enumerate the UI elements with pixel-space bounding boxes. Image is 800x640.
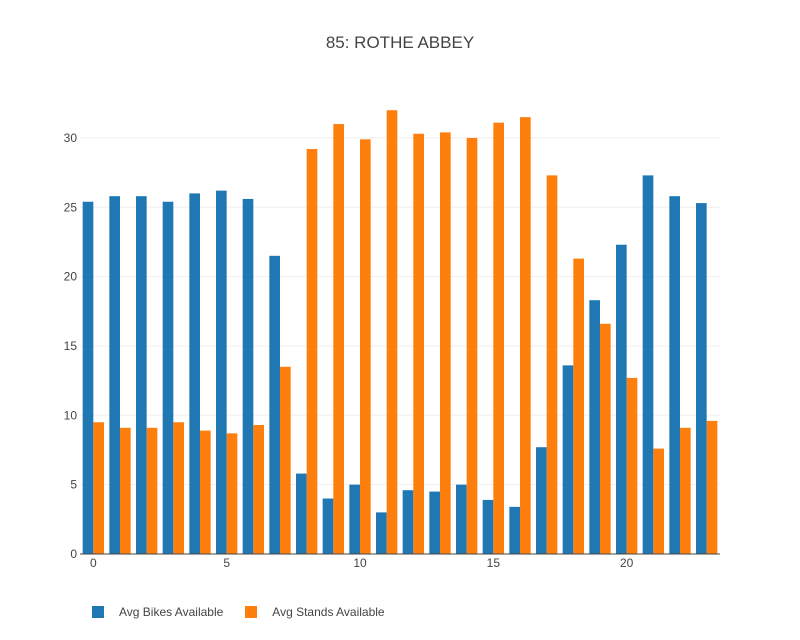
y-tick-label: 30 [64, 131, 78, 145]
x-tick-label: 20 [620, 556, 634, 570]
x-tick-label: 5 [223, 556, 230, 570]
bar-bikes[interactable] [429, 491, 440, 554]
bar-bikes[interactable] [136, 196, 147, 554]
legend-item-bikes[interactable]: Avg Bikes Available [92, 605, 223, 619]
axes: 0 5 10 15 20 25 30 0 5 10 15 20 [64, 131, 720, 570]
bar-bikes[interactable] [189, 193, 200, 554]
bar-bikes[interactable] [109, 196, 120, 554]
bar-stands[interactable] [386, 110, 398, 554]
legend-label-stands: Avg Stands Available [272, 605, 385, 619]
legend-swatch-stands [245, 606, 258, 618]
y-tick-label: 15 [64, 339, 78, 353]
bar-stands[interactable] [146, 427, 158, 554]
x-tick-label: 15 [487, 556, 501, 570]
bar-stands[interactable] [413, 133, 424, 554]
bar-bikes[interactable] [162, 201, 174, 554]
bar-stands[interactable] [226, 433, 238, 554]
bar-stands[interactable] [253, 425, 264, 554]
bar-stands[interactable] [520, 117, 531, 554]
chart-title: 85: ROTHE ABBEY [325, 33, 475, 52]
bar-stands[interactable] [653, 448, 664, 554]
legend-swatch-bikes [92, 606, 104, 618]
bar-stands[interactable] [573, 258, 584, 554]
legend: Avg Bikes Available Avg Stands Available [92, 605, 407, 619]
bar-bikes[interactable] [216, 190, 227, 554]
bar-stands[interactable] [626, 377, 638, 554]
bar-bikes[interactable] [456, 484, 467, 554]
bar-bikes[interactable] [589, 300, 600, 554]
bar-bikes[interactable] [696, 203, 707, 554]
bar-stands[interactable] [360, 139, 371, 554]
bar-bikes[interactable] [669, 196, 680, 554]
bar-stands[interactable] [546, 175, 558, 554]
y-tick-label: 25 [64, 200, 78, 214]
bar-stands[interactable] [280, 366, 291, 554]
bar-bikes[interactable] [376, 512, 387, 554]
bar-stands[interactable] [493, 122, 504, 555]
x-tick-label: 0 [90, 556, 97, 570]
bar-stands[interactable] [600, 323, 611, 554]
bar-stands[interactable] [440, 132, 451, 554]
bar-bikes[interactable] [82, 201, 94, 554]
bar-bikes[interactable] [562, 365, 574, 554]
x-tick-label: 10 [353, 556, 367, 570]
bar-bikes[interactable] [616, 244, 627, 554]
bar-bikes[interactable] [349, 484, 360, 554]
bar-stands[interactable] [333, 124, 344, 555]
bar-stands[interactable] [120, 427, 131, 554]
bar-stands[interactable] [173, 422, 184, 554]
bar-stands[interactable] [706, 420, 718, 554]
y-tick-label: 20 [64, 270, 78, 284]
bar-stands[interactable] [93, 422, 104, 554]
bar-bikes[interactable] [509, 506, 520, 554]
bar-bikes[interactable] [482, 499, 494, 554]
y-tick-label: 0 [70, 547, 77, 561]
bar-bikes[interactable] [296, 473, 307, 554]
bar-bikes[interactable] [322, 498, 334, 554]
bar-bikes[interactable] [242, 198, 254, 554]
bars [82, 110, 718, 555]
y-tick-label: 10 [64, 408, 78, 422]
gridlines [80, 137, 720, 486]
bar-stands[interactable] [680, 427, 691, 554]
bar-stands[interactable] [306, 149, 318, 554]
legend-label-bikes: Avg Bikes Available [119, 605, 224, 619]
bar-stands[interactable] [466, 137, 478, 554]
bar-bikes[interactable] [536, 447, 547, 554]
bar-stands[interactable] [200, 430, 211, 554]
bar-bikes[interactable] [642, 175, 654, 554]
bar-bikes[interactable] [402, 490, 414, 554]
y-tick-label: 5 [70, 478, 77, 492]
legend-item-stands[interactable]: Avg Stands Available [245, 605, 385, 619]
bar-bikes[interactable] [269, 255, 280, 554]
